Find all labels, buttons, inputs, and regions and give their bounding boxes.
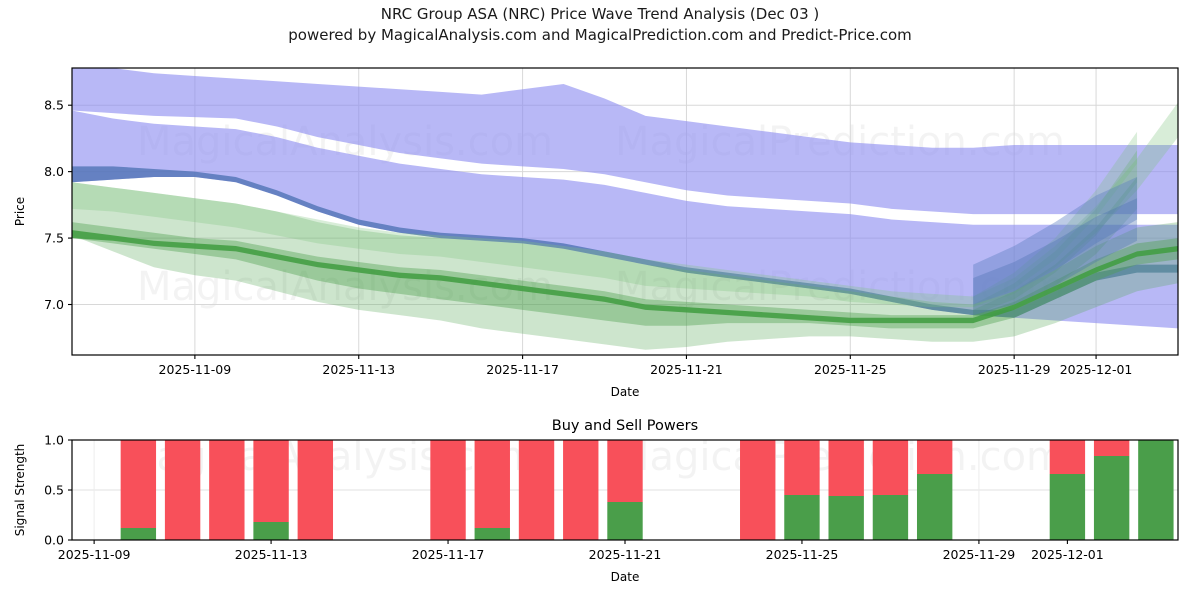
xtick-label-3: 2025-11-21 [650,362,723,377]
fan-ribbon-0 [973,131,1138,308]
power-ytick-label-0: 0.0 [44,533,64,548]
band-green-fan-upper [72,102,1178,308]
power-xtick-label-3: 2025-11-21 [589,547,662,562]
xtick-label-4: 2025-11-25 [814,362,887,377]
price-wave-chart: MagicalAnalysis.comMagicalPrediction.com… [13,67,1179,399]
chart-title-block: NRC Group ASA (NRC) Price Wave Trend Ana… [0,4,1200,46]
plot-frame [71,67,1179,356]
power-y-axis-label: Signal Strength [13,444,27,537]
bar-buy-18 [872,495,909,540]
bar-sell-17 [828,440,864,496]
bar-buy-16 [784,495,820,540]
blue-fan-ribbon-0 [973,176,1138,305]
bar-buy-9 [474,528,510,540]
bar-buy-23 [1093,456,1130,540]
power-xtick-label-1: 2025-11-13 [235,547,308,562]
xtick-label-0: 2025-11-09 [159,362,232,377]
bar-sell-19 [916,440,953,474]
band-green-outer-band [72,182,1178,350]
ytick-label-3: 8.5 [44,98,64,113]
power-xtick-label-5: 2025-11-29 [943,547,1016,562]
power-ytick-label-2: 1.0 [44,433,64,448]
xtick-label-5: 2025-11-29 [978,362,1051,377]
xtick-label-1: 2025-11-13 [322,362,395,377]
bar-sell-10 [518,440,555,540]
price-y-axis-label: Price [13,197,27,226]
ytick-label-2: 8.0 [44,164,64,179]
band-blue-lower-band [72,110,1178,329]
bar-sell-5 [297,440,334,540]
bar-buy-1 [120,528,157,540]
xtick-label-2: 2025-11-17 [486,362,559,377]
band-green-mid-band [72,222,1178,329]
bar-sell-1 [120,440,157,528]
band-blue-upper-band [72,68,1178,215]
bar-buy-4 [253,522,289,540]
power-xtick-label-2: 2025-11-17 [412,547,485,562]
power-ytick-label-1: 0.5 [44,483,64,498]
bar-sell-3 [209,440,245,540]
buy-sell-powers-chart: MagicalAnalysis.comMagicalPrediction.com… [13,418,1179,584]
fan-ribbon-2 [973,176,1138,321]
bar-buy-17 [828,496,864,540]
fan-ribbon-1 [973,150,1138,316]
bar-sell-9 [474,440,510,528]
power-x-axis-label: Date [611,570,640,584]
blue-fan-ribbon-1 [973,198,1138,316]
bar-buy-22 [1049,474,1086,540]
power-xtick-label-4: 2025-11-25 [766,547,839,562]
power-chart-title: Buy and Sell Powers [552,418,698,434]
bar-sell-18 [872,440,909,495]
bar-sell-12 [607,440,643,502]
bar-sell-8 [430,440,466,540]
price-x-axis-label: Date [611,385,640,399]
power-xtick-label-6: 2025-12-01 [1031,547,1104,562]
band-green-core-band [72,230,1178,324]
bar-buy-19 [916,474,953,540]
bar-sell-22 [1049,440,1086,474]
ytick-label-0: 7.0 [44,297,64,312]
bar-sell-2 [164,440,201,540]
bar-sell-11 [563,440,599,540]
page-title: NRC Group ASA (NRC) Price Wave Trend Ana… [380,5,820,23]
bar-sell-4 [253,440,289,522]
xtick-label-6: 2025-12-01 [1060,362,1133,377]
bar-sell-16 [784,440,820,495]
watermark-magicalanalysis-2: MagicalAnalysis.com [137,264,553,310]
bar-sell-23 [1093,440,1130,456]
page-subtitle: powered by MagicalAnalysis.com and Magic… [288,26,912,44]
power-xtick-label-0: 2025-11-09 [58,547,131,562]
bar-sell-15 [740,440,776,540]
bar-buy-24 [1138,440,1174,540]
bar-buy-12 [607,502,643,540]
ytick-label-1: 7.5 [44,231,64,246]
